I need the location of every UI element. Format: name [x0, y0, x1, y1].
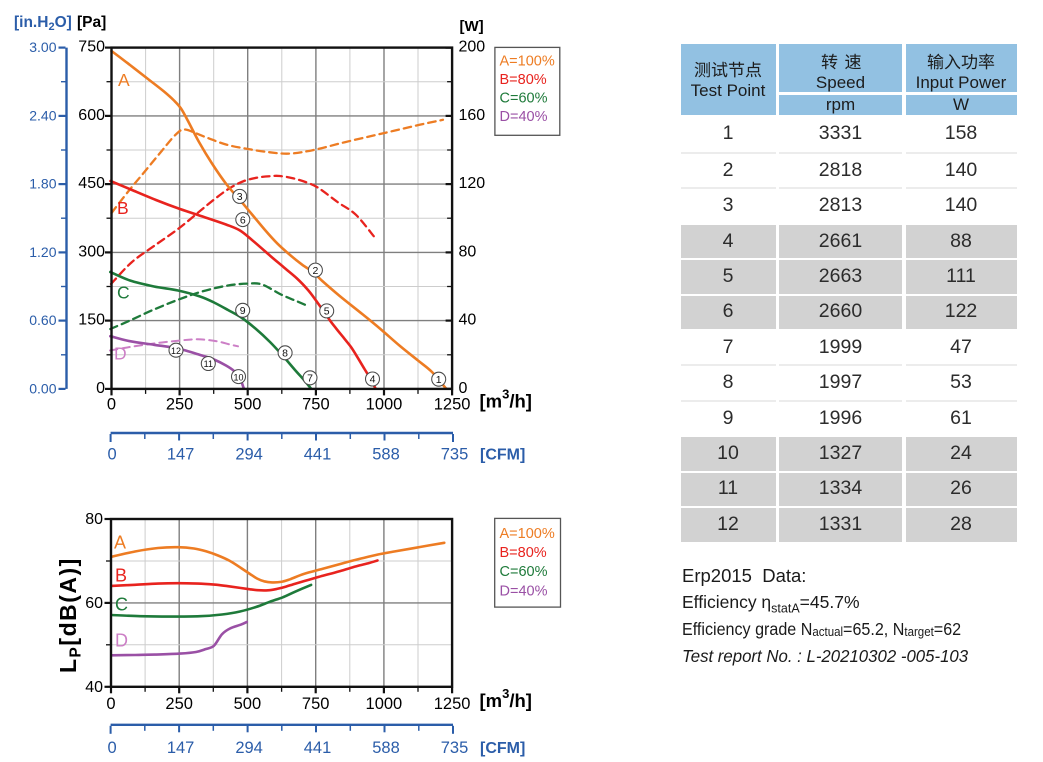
svg-text:40: 40 — [85, 679, 103, 696]
svg-text:A=100%: A=100% — [500, 526, 555, 542]
svg-text:1250: 1250 — [434, 396, 471, 414]
svg-text:6: 6 — [240, 214, 246, 226]
svg-text:0: 0 — [108, 446, 117, 464]
svg-text:250: 250 — [165, 695, 193, 713]
svg-text:0: 0 — [459, 380, 468, 397]
svg-text:500: 500 — [234, 695, 262, 713]
svg-text:10: 10 — [233, 372, 243, 382]
svg-text:147: 147 — [167, 446, 195, 464]
svg-text:C=60%: C=60% — [500, 564, 548, 580]
svg-text:D=40%: D=40% — [500, 109, 548, 125]
svg-text:294: 294 — [235, 446, 263, 464]
svg-text:[m3/h]: [m3/h] — [480, 686, 532, 711]
svg-text:7: 7 — [307, 373, 313, 385]
svg-text:D=40%: D=40% — [500, 583, 548, 599]
svg-text:588: 588 — [372, 739, 400, 757]
svg-text:A: A — [118, 70, 130, 90]
svg-text:1.20: 1.20 — [29, 244, 56, 260]
svg-text:1250: 1250 — [434, 695, 471, 713]
svg-text:0.00: 0.00 — [29, 380, 56, 396]
svg-text:441: 441 — [304, 739, 332, 757]
svg-text:40: 40 — [459, 312, 477, 329]
svg-text:C: C — [117, 283, 130, 303]
svg-text:8: 8 — [282, 348, 288, 360]
svg-text:[in.H2O]: [in.H2O] — [14, 14, 72, 33]
svg-text:9: 9 — [240, 305, 246, 317]
svg-text:1000: 1000 — [366, 695, 403, 713]
svg-text:600: 600 — [78, 107, 105, 124]
svg-text:12: 12 — [171, 346, 181, 356]
svg-text:D: D — [114, 344, 127, 364]
svg-text:0: 0 — [108, 739, 117, 757]
svg-text:150: 150 — [78, 312, 105, 329]
svg-text:300: 300 — [78, 243, 105, 260]
svg-text:2: 2 — [312, 265, 318, 277]
svg-text:588: 588 — [372, 446, 400, 464]
svg-text:147: 147 — [167, 739, 195, 757]
svg-text:3.00: 3.00 — [29, 39, 56, 55]
svg-text:1.80: 1.80 — [29, 176, 56, 192]
svg-text:1000: 1000 — [366, 396, 403, 414]
svg-text:D: D — [115, 631, 128, 651]
svg-text:80: 80 — [85, 511, 103, 528]
svg-text:3: 3 — [237, 191, 243, 203]
svg-text:B: B — [117, 198, 129, 218]
svg-text:441: 441 — [304, 446, 332, 464]
svg-text:[m3/h]: [m3/h] — [480, 387, 532, 412]
svg-text:450: 450 — [78, 175, 105, 192]
svg-text:B: B — [115, 566, 127, 586]
svg-text:[Pa]: [Pa] — [77, 14, 106, 31]
svg-text:5: 5 — [324, 306, 330, 318]
svg-text:LP[dB(A)]: LP[dB(A)] — [55, 557, 85, 673]
svg-text:735: 735 — [441, 739, 469, 757]
svg-text:C=60%: C=60% — [500, 91, 548, 107]
svg-text:735: 735 — [441, 446, 469, 464]
svg-text:60: 60 — [85, 595, 103, 612]
svg-text:B=80%: B=80% — [500, 545, 547, 561]
svg-text:500: 500 — [234, 396, 262, 414]
svg-text:A=100%: A=100% — [500, 53, 555, 69]
svg-text:750: 750 — [78, 39, 105, 56]
svg-text:2.40: 2.40 — [29, 107, 56, 123]
svg-text:0: 0 — [96, 380, 105, 397]
svg-text:[W]: [W] — [460, 18, 484, 35]
svg-text:4: 4 — [370, 374, 376, 386]
svg-text:294: 294 — [235, 739, 263, 757]
svg-text:80: 80 — [459, 243, 477, 260]
svg-text:750: 750 — [302, 396, 330, 414]
svg-text:[CFM]: [CFM] — [480, 740, 525, 757]
svg-text:11: 11 — [204, 359, 213, 369]
svg-text:250: 250 — [166, 396, 194, 414]
svg-text:0: 0 — [106, 695, 115, 713]
svg-text:160: 160 — [459, 107, 486, 124]
svg-text:B=80%: B=80% — [500, 72, 547, 88]
svg-text:0: 0 — [107, 396, 116, 414]
svg-text:A: A — [114, 533, 126, 553]
svg-text:0.60: 0.60 — [29, 312, 56, 328]
svg-text:1: 1 — [436, 374, 442, 386]
svg-text:200: 200 — [459, 39, 486, 56]
svg-text:C: C — [115, 595, 128, 615]
svg-text:[CFM]: [CFM] — [480, 447, 525, 464]
svg-text:750: 750 — [302, 695, 330, 713]
svg-text:120: 120 — [459, 175, 486, 192]
